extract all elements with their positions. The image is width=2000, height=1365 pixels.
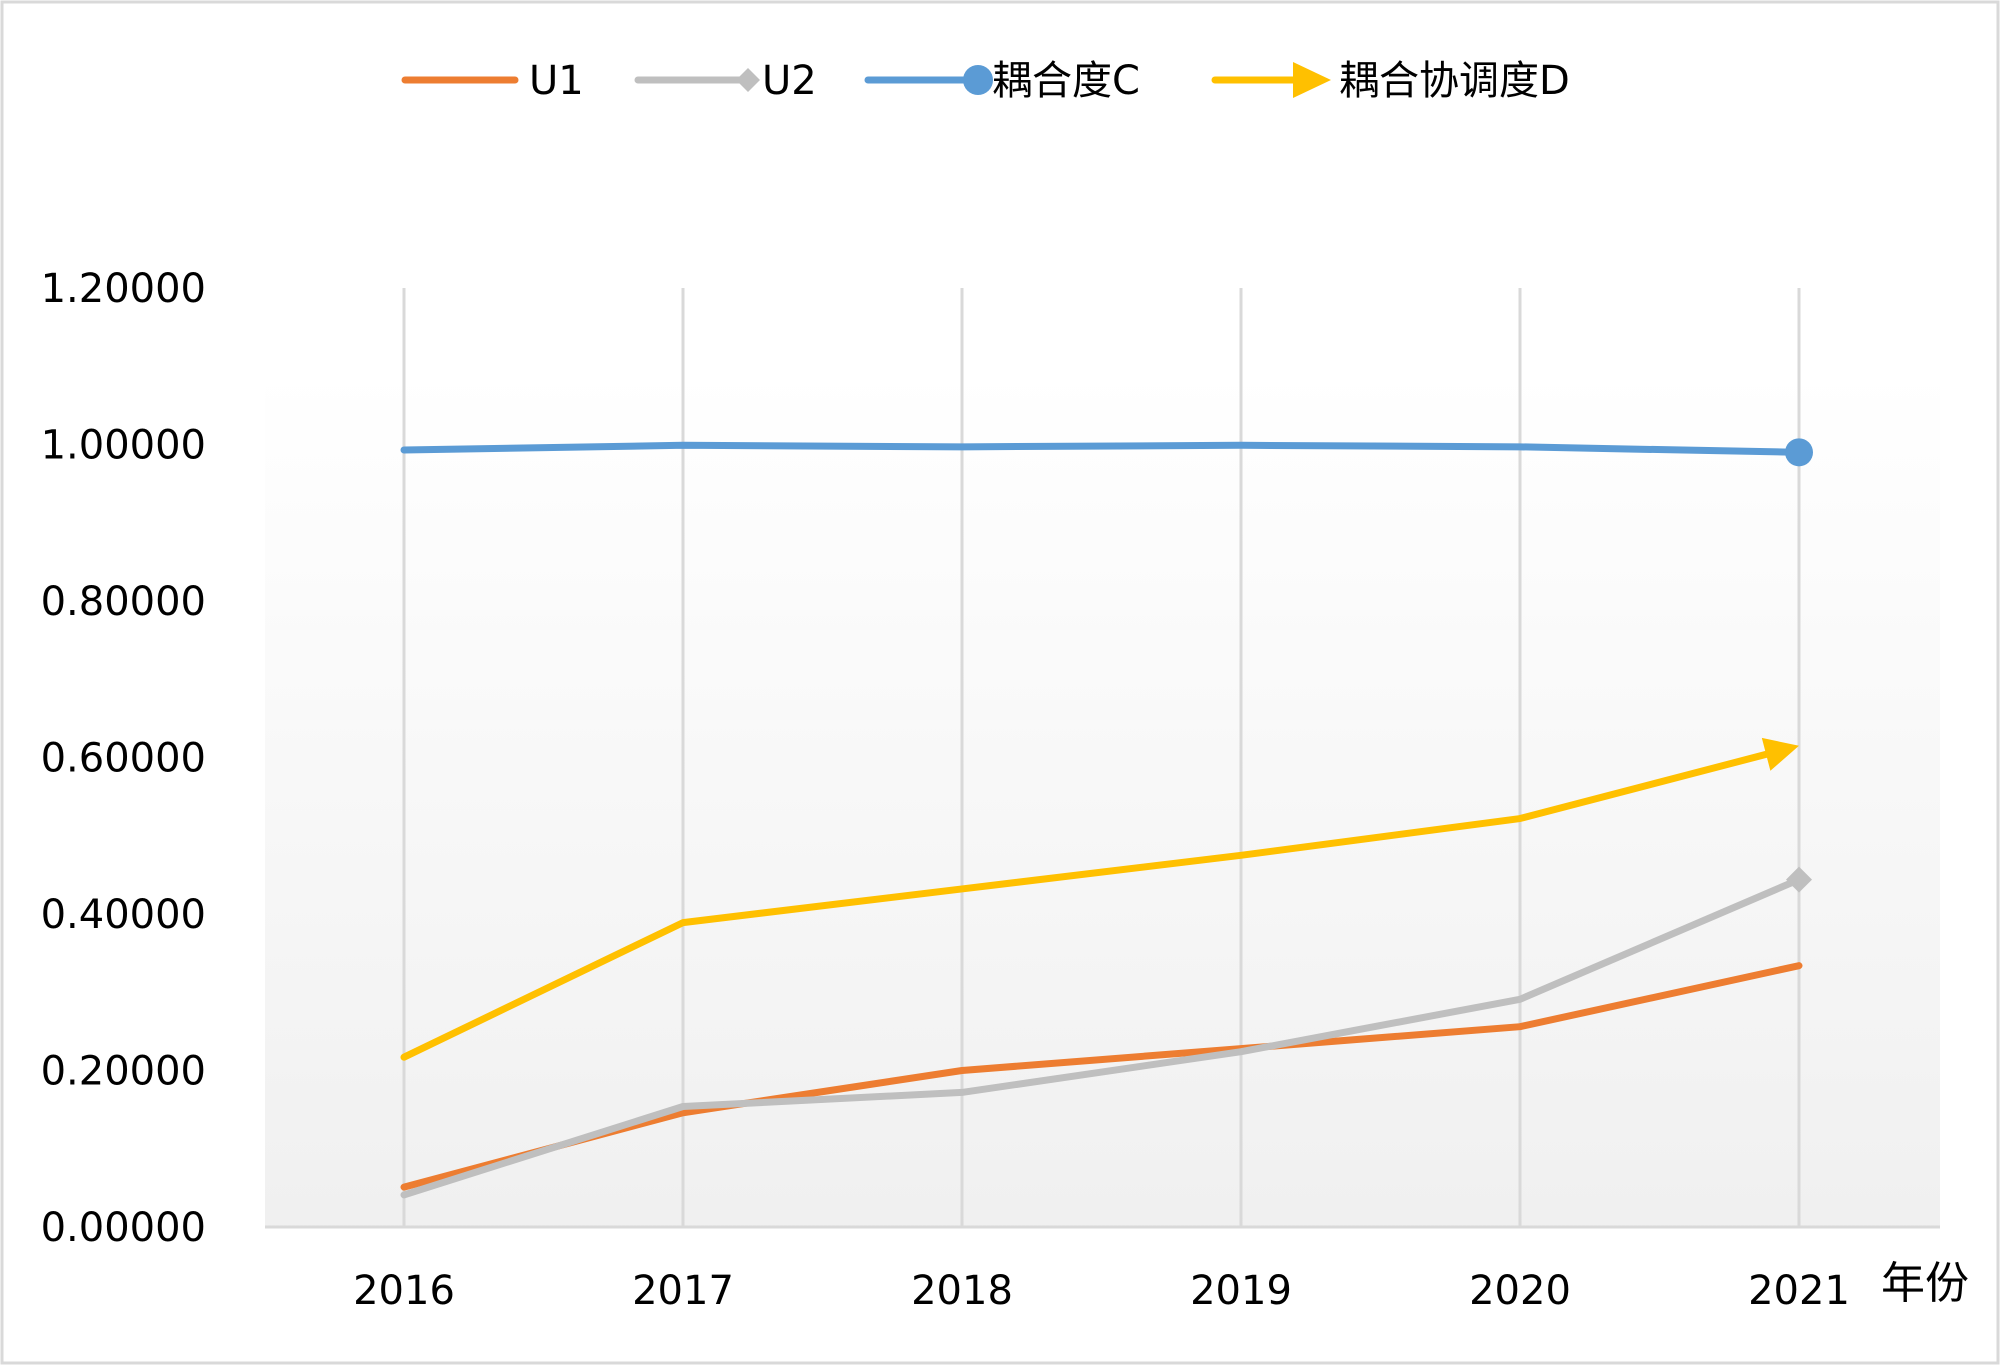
line-chart: 0.00000 0.20000 0.40000 0.60000 0.80000 1.000… [0,0,2000,1365]
data-point [1238,442,1244,448]
x-tick-label: 2020 [1469,1268,1571,1314]
legend-label: U2 [762,58,817,104]
x-axis-title: 年份 [1881,1258,1969,1309]
data-point [959,1068,965,1074]
data-point [1238,1049,1244,1055]
data-point [1517,996,1523,1002]
legend-label: 耦合度C [992,58,1140,104]
data-point [1796,963,1802,969]
data-point [680,1103,686,1109]
data-point [959,444,965,450]
x-tick-label: 2017 [632,1268,734,1314]
y-tick-label: 0.80000 [41,579,206,625]
data-point [680,920,686,926]
data-point [401,1184,407,1190]
chart-svg: 0.00000 0.20000 0.40000 0.60000 0.80000 1.000… [0,0,2000,1365]
data-point [1238,852,1244,858]
data-point [1517,1024,1523,1030]
data-point [401,1054,407,1060]
legend-label: U1 [529,58,584,104]
x-tick-label: 2016 [353,1268,455,1314]
y-tick-label: 0.20000 [41,1049,206,1095]
plot-area [265,220,1940,1227]
data-point [959,1089,965,1095]
legend-label: 耦合协调度D [1339,58,1570,104]
x-tick-label: 2019 [1190,1268,1292,1314]
y-tick-label: 1.00000 [41,423,206,469]
y-tick-label: 0.40000 [41,892,206,938]
series-3-circle-marker [1785,438,1813,466]
x-tick-label: 2021 [1748,1268,1850,1314]
data-point [959,886,965,892]
data-point [680,442,686,448]
x-tick-label: 2018 [911,1268,1013,1314]
y-tick-label: 0.00000 [41,1205,206,1251]
data-point [401,447,407,453]
y-tick-label: 1.20000 [41,266,206,312]
data-point [401,1192,407,1198]
data-point [1517,444,1523,450]
y-tick-label: 0.60000 [41,736,206,782]
data-point [1517,816,1523,822]
legend-circle-icon [963,65,993,95]
